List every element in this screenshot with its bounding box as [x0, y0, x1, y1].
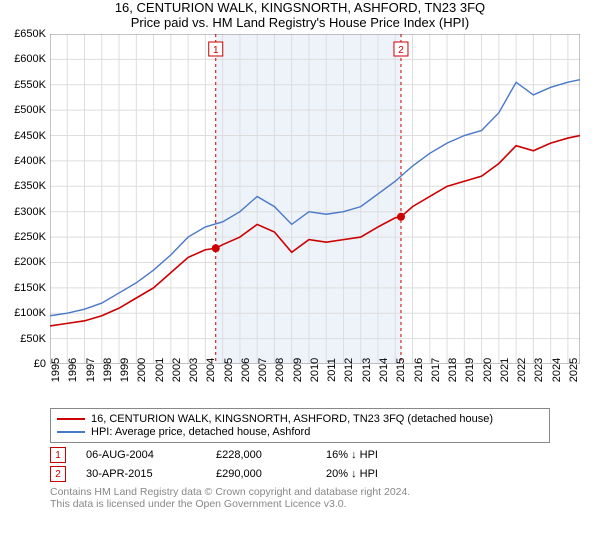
x-axis: 1995199619971998199920002001200220032004… — [50, 364, 580, 404]
x-tick-label: 2015 — [395, 358, 407, 382]
y-tick-label: £600K — [14, 53, 46, 65]
x-tick-label: 2007 — [257, 358, 269, 382]
x-tick-label: 2021 — [499, 358, 511, 382]
x-tick-label: 2005 — [223, 358, 235, 382]
event-date: 06-AUG-2004 — [86, 449, 196, 461]
x-tick-label: 2020 — [482, 358, 494, 382]
event-delta: 20% ↓ HPI — [326, 468, 378, 480]
event-row: 2 30-APR-2015 £290,000 20% ↓ HPI — [50, 466, 550, 482]
y-tick-label: £450K — [14, 130, 46, 142]
x-tick-label: 2004 — [205, 358, 217, 382]
chart-svg: 12 — [50, 34, 580, 364]
chart-subtitle: Price paid vs. HM Land Registry's House … — [0, 15, 600, 30]
event-row: 1 06-AUG-2004 £228,000 16% ↓ HPI — [50, 447, 550, 463]
x-tick-label: 2019 — [464, 358, 476, 382]
events-list: 1 06-AUG-2004 £228,000 16% ↓ HPI 2 30-APR-201… — [50, 447, 550, 482]
y-tick-label: £200K — [14, 256, 46, 268]
x-tick-label: 2009 — [292, 358, 304, 382]
footer-line-2: This data is licensed under the Open Gov… — [50, 498, 550, 510]
event-delta: 16% ↓ HPI — [326, 449, 378, 461]
event-price: £290,000 — [216, 468, 306, 480]
y-axis: £0£50K£100K£150K£200K£250K£300K£350K£400… — [0, 34, 48, 364]
x-tick-label: 2014 — [378, 358, 390, 382]
x-tick-label: 2003 — [188, 358, 200, 382]
x-tick-label: 2024 — [551, 358, 563, 382]
y-tick-label: £0 — [34, 358, 46, 370]
y-tick-label: £250K — [14, 231, 46, 243]
x-tick-label: 2002 — [171, 358, 183, 382]
legend-row: HPI: Average price, detached house, Ashf… — [57, 426, 543, 438]
chart-title: 16, CENTURION WALK, KINGSNORTH, ASHFORD,… — [0, 0, 600, 15]
x-tick-label: 2016 — [413, 358, 425, 382]
x-tick-label: 1995 — [50, 358, 62, 382]
x-tick-label: 1997 — [85, 358, 97, 382]
x-tick-label: 2010 — [309, 358, 321, 382]
x-tick-label: 1996 — [67, 358, 79, 382]
chart-area: 12 £0£50K£100K£150K£200K£250K£300K£350K£… — [0, 34, 600, 404]
footer: Contains HM Land Registry data © Crown c… — [50, 486, 550, 510]
x-tick-label: 2001 — [154, 358, 166, 382]
x-tick-label: 2018 — [447, 358, 459, 382]
y-tick-label: £400K — [14, 155, 46, 167]
x-tick-label: 2000 — [136, 358, 148, 382]
event-marker: 1 — [50, 447, 66, 463]
legend-box: 16, CENTURION WALK, KINGSNORTH, ASHFORD,… — [50, 408, 550, 443]
y-tick-label: £500K — [14, 104, 46, 116]
y-tick-label: £300K — [14, 206, 46, 218]
event-date: 30-APR-2015 — [86, 468, 196, 480]
x-tick-label: 2011 — [326, 358, 338, 382]
x-tick-label: 2006 — [240, 358, 252, 382]
x-tick-label: 2017 — [430, 358, 442, 382]
x-tick-label: 2012 — [343, 358, 355, 382]
legend-label: 16, CENTURION WALK, KINGSNORTH, ASHFORD,… — [91, 413, 493, 425]
legend-label: HPI: Average price, detached house, Ashf… — [91, 426, 310, 438]
footer-line-1: Contains HM Land Registry data © Crown c… — [50, 486, 550, 498]
y-tick-label: £350K — [14, 180, 46, 192]
event-price: £228,000 — [216, 449, 306, 461]
x-tick-label: 2008 — [274, 358, 286, 382]
x-tick-label: 1998 — [102, 358, 114, 382]
y-tick-label: £50K — [20, 333, 46, 345]
x-tick-label: 2022 — [516, 358, 528, 382]
svg-text:1: 1 — [213, 45, 219, 56]
y-tick-label: £150K — [14, 282, 46, 294]
x-tick-label: 1999 — [119, 358, 131, 382]
legend-row: 16, CENTURION WALK, KINGSNORTH, ASHFORD,… — [57, 413, 543, 425]
y-tick-label: £650K — [14, 28, 46, 40]
y-tick-label: £100K — [14, 307, 46, 319]
x-tick-label: 2025 — [568, 358, 580, 382]
legend-swatch — [57, 431, 85, 433]
x-tick-label: 2013 — [361, 358, 373, 382]
y-tick-label: £550K — [14, 79, 46, 91]
legend-swatch — [57, 418, 85, 420]
event-marker: 2 — [50, 466, 66, 482]
x-tick-label: 2023 — [533, 358, 545, 382]
svg-text:2: 2 — [398, 45, 404, 56]
